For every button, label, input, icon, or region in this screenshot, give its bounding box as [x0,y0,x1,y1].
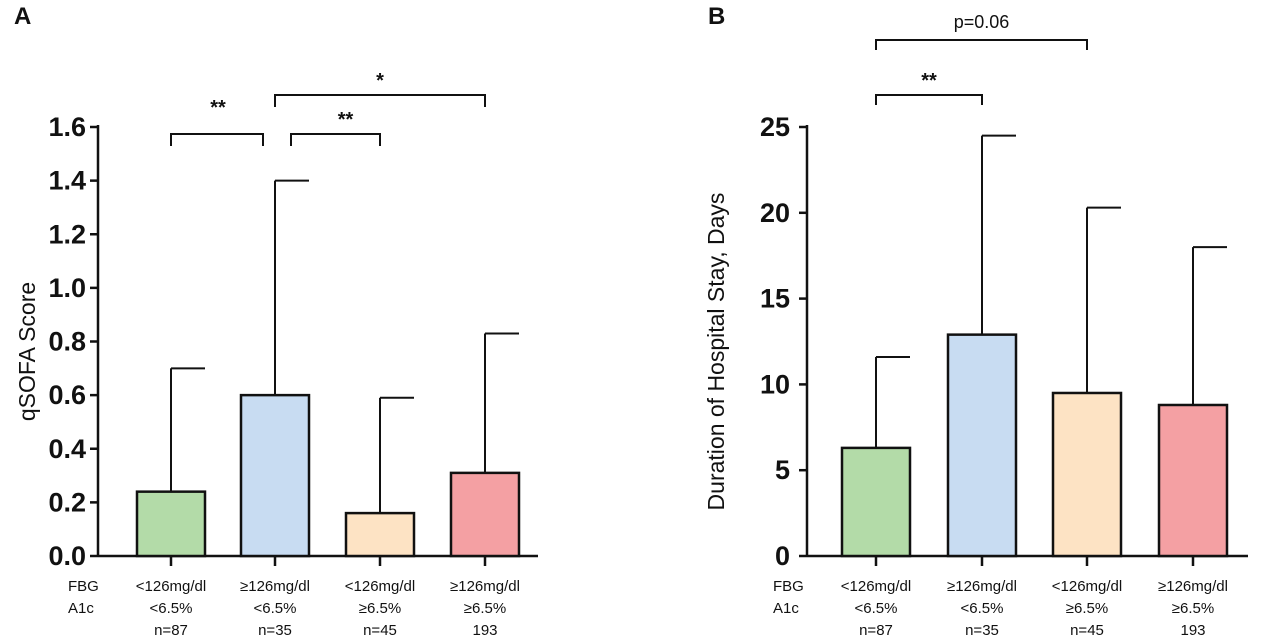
y-tick-label: 0 [775,541,790,571]
category-label-n: n=87 [859,622,893,639]
category-label-a1c: <6.5% [961,600,1004,617]
category-label-n: 193 [1180,622,1205,639]
category-label-n: n=45 [1070,622,1104,639]
category-label-fbg: ≥126mg/dl [240,578,310,595]
significance-label: ** [921,70,937,92]
y-tick-label: 0.0 [48,541,86,571]
category-label-n: n=35 [965,622,999,639]
category-label-a1c: <6.5% [254,600,297,617]
y-tick-label: 0.6 [48,380,86,410]
bar [449,471,521,558]
y-tick-label: 0.2 [48,487,86,517]
category-label-a1c: ≥6.5% [1172,600,1214,617]
significance-bracket [274,94,486,107]
category-label-fbg: <126mg/dl [841,578,911,595]
category-label-a1c: ≥6.5% [359,600,401,617]
category-label-a1c: ≥6.5% [1066,600,1108,617]
bar [344,511,416,558]
category-label-a1c: ≥6.5% [464,600,506,617]
category-label-fbg: <126mg/dl [136,578,206,595]
bar [1051,391,1123,558]
category-label-fbg: ≥126mg/dl [1158,578,1228,595]
panel-letter: B [708,3,725,30]
y-tick-label: 1.2 [48,219,86,249]
significance-label: ** [210,97,226,119]
significance-bracket [170,133,264,146]
category-label-n: 193 [472,622,497,639]
panel-letter: A [14,3,31,30]
bar [135,490,207,558]
panel-a: A 0.0 0.2 0.4 0.6 0.8 1.0 1.2 1.4 1.6 qSOFA Score F… [14,3,538,639]
category-label-a1c: <6.5% [150,600,193,617]
y-axis-title: Duration of Hospital Stay, Days [703,193,729,511]
y-tick-label: 20 [760,198,790,228]
category-label-n: n=35 [258,622,292,639]
row-label-a1c: A1c [68,600,94,617]
y-tick-label: 0.4 [48,434,86,464]
row-label-fbg: FBG [773,578,804,595]
category-label-fbg: ≥126mg/dl [450,578,520,595]
category-label-fbg: ≥126mg/dl [947,578,1017,595]
significance-label: * [376,70,384,92]
significance-label: p=0.06 [954,12,1010,32]
y-axis-title: qSOFA Score [14,282,40,421]
bar [840,446,912,558]
y-tick-label: 10 [760,369,790,399]
significance-bracket [875,39,1088,50]
category-label-n: n=45 [363,622,397,639]
row-label-fbg: FBG [68,578,99,595]
category-label-n: n=87 [154,622,188,639]
category-label-fbg: <126mg/dl [345,578,415,595]
category-label-fbg: <126mg/dl [1052,578,1122,595]
y-tick-label: 1.4 [48,166,86,196]
bar [946,333,1018,558]
y-tick-label: 5 [775,455,790,485]
y-tick-label: 1.6 [48,112,86,142]
significance-bracket [875,94,983,105]
panel-b: B 0 5 10 15 20 25 Duration of Hospital Stay, Da… [703,3,1248,639]
significance-bracket [290,133,381,146]
category-label-a1c: <6.5% [855,600,898,617]
bar [1157,403,1229,558]
significance-label: ** [338,109,354,131]
bar [239,393,311,558]
y-tick-label: 25 [760,112,790,142]
row-label-a1c: A1c [773,600,799,617]
y-tick-label: 15 [760,284,790,314]
y-tick-label: 1.0 [48,273,86,303]
y-tick-label: 0.8 [48,327,86,357]
